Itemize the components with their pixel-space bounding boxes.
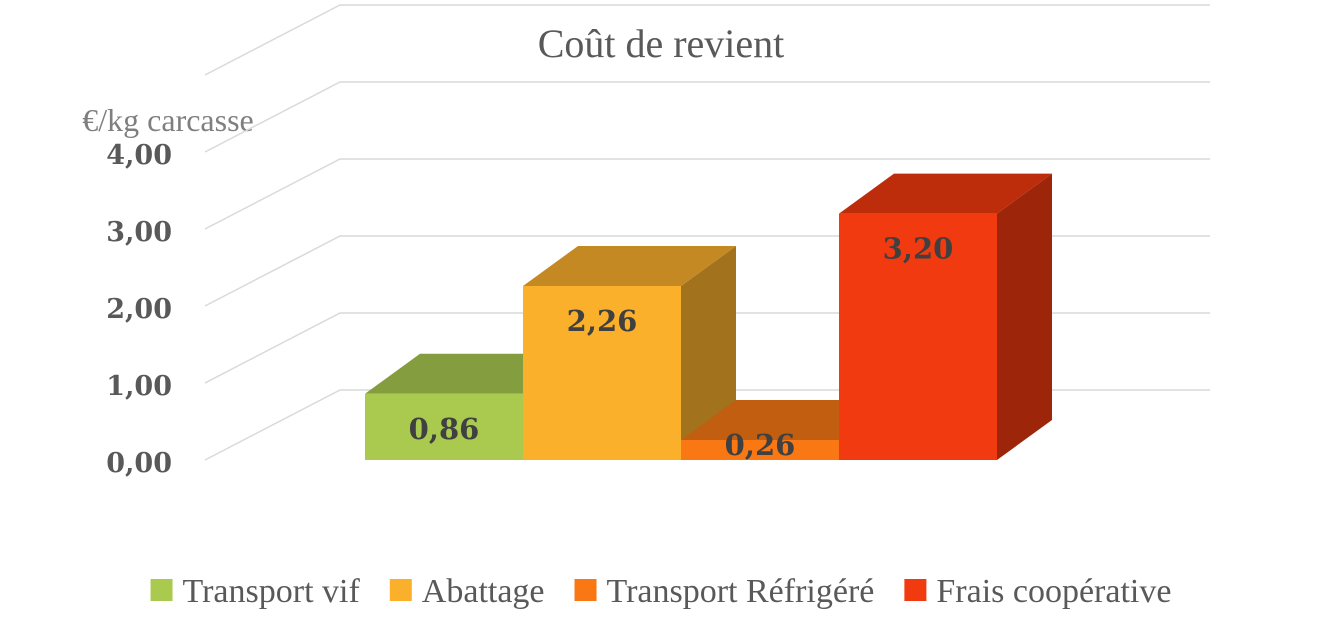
gridline	[204, 158, 1210, 230]
gridline	[204, 81, 1210, 153]
y-tick-label: 3,00	[106, 217, 172, 248]
bar-front	[523, 285, 681, 460]
bar-side	[681, 245, 736, 460]
bar-front	[681, 439, 839, 460]
y-tick-label: 1,00	[106, 371, 172, 402]
bars	[365, 173, 1052, 460]
y-tick-label: 0,00	[106, 448, 172, 479]
y-tick-label: 2,00	[106, 294, 172, 325]
y-axis-unit-label: €/kg carcasse	[82, 102, 253, 138]
legend-label: Transport Réfrigéré	[607, 573, 875, 610]
legend-swatch	[574, 579, 597, 601]
y-tick-label: 4,00	[106, 140, 172, 171]
bar	[523, 245, 736, 460]
legend-label: Abattage	[422, 573, 545, 610]
y-axis-ticks: 0,00 1,00 2,00 3,00 4,00	[106, 140, 172, 479]
legend-item: Transport vif	[150, 573, 361, 610]
legend-item: Transport Réfrigéré	[574, 573, 875, 610]
legend-swatch	[150, 579, 173, 601]
data-label: 3,20	[883, 232, 954, 266]
data-label: 0,86	[409, 412, 480, 446]
legend: Transport vif Abattage Transport Réfrigéré…	[150, 573, 1171, 610]
bar-top	[839, 173, 1052, 214]
legend-swatch	[904, 579, 927, 601]
gridline	[204, 4, 1210, 76]
bar-top	[523, 245, 736, 286]
legend-label: Frais coopérative	[936, 573, 1171, 610]
bar-front	[365, 393, 523, 460]
data-labels: 0,86 2,26 0,26 3,20	[409, 232, 954, 462]
bar	[839, 173, 1052, 460]
data-label: 0,26	[725, 428, 796, 462]
data-label: 2,26	[567, 304, 638, 338]
legend-item: Abattage	[389, 573, 545, 610]
chart-title: Coût de revient	[538, 21, 785, 66]
bar-side	[997, 173, 1052, 460]
legend-swatch	[389, 579, 412, 601]
bar-front	[839, 213, 997, 460]
legend-item: Frais coopérative	[904, 573, 1171, 610]
legend-label: Transport vif	[183, 573, 361, 610]
